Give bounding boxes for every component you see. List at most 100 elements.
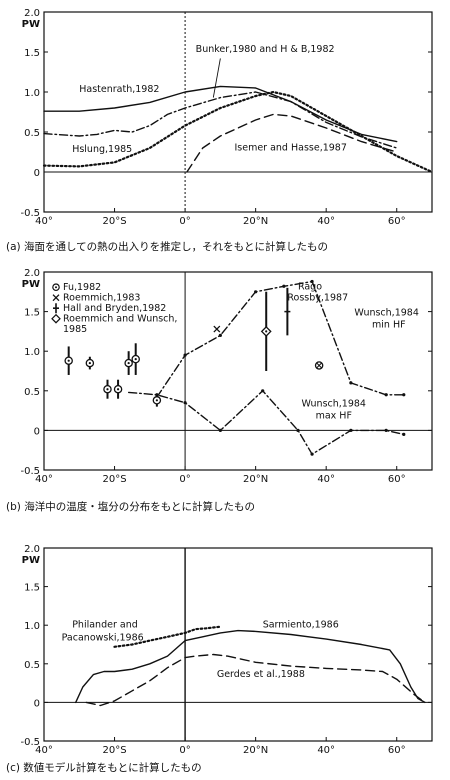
x-tick-label: 40° [317,745,335,756]
point-marker-cross [316,362,322,369]
series-label: Rossby,1987 [287,293,348,304]
series-label: Bunker,1980 and H & B,1982 [196,44,335,55]
x-tick-label: 40° [35,474,53,485]
series-point [218,428,222,432]
legend-entry [52,294,60,302]
series-point [183,401,187,405]
point-marker-center [155,399,158,402]
series-label: Wunsch,1984 [301,399,366,410]
series-point [296,428,300,432]
series-label: max HF [316,411,352,422]
y-tick-label: 1.0 [24,347,40,358]
y-tick-label: 1.0 [24,88,40,99]
y-tick-label: 1.5 [24,583,40,594]
x-tick-label: 60° [388,745,406,756]
y-axis-unit: PW [22,279,40,290]
label-leader [212,58,221,98]
legend-label: Hall and Bryden,1982 [63,303,166,314]
series-line [156,280,405,398]
y-axis-unit: PW [22,19,40,30]
legend-label: Roemmich,1983 [63,293,140,304]
x-tick-label: 0° [179,474,190,485]
x-tick-label: 40° [35,216,53,227]
x-tick-label: 0° [179,216,190,227]
y-tick-label: 1.5 [24,48,40,59]
legend-label: 1985 [63,324,87,335]
series-label: Sarmiento,1986 [263,620,339,631]
x-tick-label: 20°N [243,474,268,485]
series-point [310,279,314,284]
series-label: min HF [372,319,406,330]
legend-label: Fu,1982 [63,282,101,293]
legend-entry [51,313,61,324]
y-tick-label: 0.5 [24,387,40,398]
point-marker-center [134,358,137,361]
x-tick-label: 20°S [103,745,127,756]
point-marker-center [67,359,70,362]
x-tick-label: 60° [388,216,406,227]
series-label: Rago [298,281,322,292]
y-tick-label: 1.5 [24,308,40,319]
series-point [384,393,388,397]
data-point [213,325,221,333]
data-point [103,379,112,399]
point-marker-center [88,361,91,365]
data-point [260,291,272,371]
y-tick-label: 1.0 [24,621,40,632]
y-tick-label: -0.5 [20,466,40,477]
point-marker-center [265,330,268,333]
legend-entry [53,303,59,314]
y-axis-unit: PW [22,555,40,566]
series-line [43,85,398,143]
series-label: Hastenrath,1982 [79,84,159,95]
series-label: Gerdes et al.,1988 [217,669,305,680]
series-point [261,389,265,393]
series-line [75,629,426,704]
panel-caption: (b) 海洋中の温度・塩分の分布をもとに計算したもの [6,500,255,513]
series-label: Pacanowski,1986 [62,633,144,644]
data-point [284,287,291,336]
data-point [152,393,162,407]
series-label: Philander and [72,620,138,631]
series-label: Isemer and Hasse,1987 [234,142,346,153]
x-tick-label: 60° [388,474,406,485]
legend-marker-center [55,286,57,289]
legend-marker [52,294,60,302]
series-line [186,113,398,173]
series-point [402,393,406,397]
x-tick-label: 40° [317,216,335,227]
y-tick-label: 0 [34,426,40,437]
y-tick-label: -0.5 [20,208,40,219]
x-tick-label: 20°N [243,216,268,227]
series-point [218,333,222,337]
y-tick-label: 2.0 [24,268,40,279]
series-point [384,428,388,432]
series-point [349,381,353,385]
point-marker-center [127,361,130,365]
y-tick-label: 2.0 [24,544,40,555]
data-point [64,346,73,375]
series-point [282,284,286,288]
y-tick-label: 0 [34,168,40,179]
panel-caption: (a) 海面を通しての熱の出入りを推定し，それをもとに計算したもの [6,240,328,253]
series-line [43,91,398,149]
plot-frame [43,547,433,742]
series-label: Hslung,1985 [72,144,132,155]
x-tick-label: 20°S [103,216,127,227]
series-point [254,290,258,294]
y-tick-label: 2.0 [24,8,40,19]
y-tick-label: 0.5 [24,128,40,139]
series-line [113,625,222,648]
point-marker [213,325,221,333]
point-marker-center [116,388,120,391]
data-point [124,351,133,375]
series-line [127,390,405,455]
x-tick-label: 40° [35,745,53,756]
series-line [85,653,426,707]
x-tick-label: 40° [317,474,335,485]
legend-entry [52,283,60,292]
x-tick-label: 0° [179,745,190,756]
data-point [314,361,324,370]
legend-marker [53,303,59,314]
